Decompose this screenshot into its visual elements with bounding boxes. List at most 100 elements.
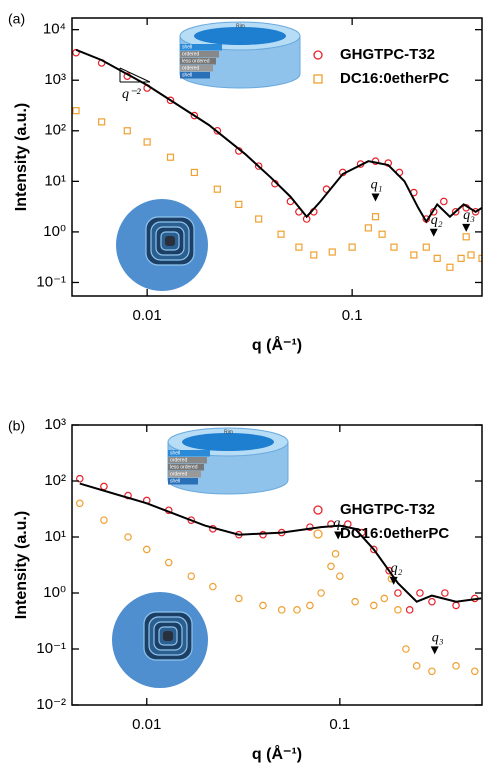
- data-point: [213, 126, 222, 135]
- y-tick-label: 10⁻¹: [36, 273, 66, 290]
- inset-layer: [180, 51, 219, 58]
- inset-label: shell: [170, 450, 180, 456]
- data-point: [235, 594, 243, 603]
- data-point: [467, 251, 475, 259]
- peak-marker: [430, 646, 439, 655]
- inset-layer: [168, 471, 201, 478]
- data-point: [331, 550, 340, 558]
- data-point: [98, 118, 106, 126]
- data-point: [327, 562, 335, 571]
- legend-label: GHGTPC-T32: [340, 46, 435, 63]
- data-point: [452, 662, 460, 670]
- inset-layer: [180, 58, 216, 65]
- data-point: [402, 645, 410, 653]
- data-point: [394, 589, 402, 597]
- data-point: [405, 606, 414, 614]
- x-tick-label: 0.01: [132, 716, 161, 733]
- inset-label: ordered: [182, 51, 199, 57]
- peak-label: q₃: [432, 631, 444, 646]
- data-point: [446, 263, 454, 271]
- panel-label: (a): [8, 11, 25, 27]
- peak-marker: [371, 193, 380, 202]
- inset-label: shell: [170, 478, 180, 484]
- inset-core: [163, 631, 173, 641]
- x-tick-label: 0.1: [342, 307, 363, 324]
- data-point: [370, 601, 378, 610]
- x-tick-label: 0.1: [329, 716, 350, 733]
- data-point: [390, 243, 398, 251]
- data-point: [478, 254, 482, 262]
- data-point: [213, 185, 221, 193]
- data-point: [317, 589, 325, 597]
- y-tick-label: 10¹: [44, 528, 66, 545]
- inset-label: shell: [182, 72, 192, 78]
- data-point: [259, 530, 267, 539]
- inset-label: Rim: [224, 429, 233, 435]
- fit-line: [75, 48, 482, 224]
- y-tick-label: 10⁻¹: [36, 640, 66, 657]
- inset-disc-core: [182, 433, 274, 451]
- data-point: [310, 251, 318, 259]
- data-point: [412, 662, 421, 670]
- data-point: [259, 601, 267, 610]
- data-point: [364, 224, 372, 232]
- peak-marker: [429, 228, 438, 237]
- inset-vesicle-shells: [145, 216, 195, 266]
- y-tick-label: 10⁰: [43, 584, 66, 601]
- inset-label: shell: [182, 44, 192, 50]
- inset-vesicle-shells: [143, 611, 193, 661]
- data-point: [451, 207, 460, 216]
- data-point: [428, 667, 436, 676]
- y-tick-label: 10⁰: [43, 223, 66, 240]
- plot-frame: [71, 424, 483, 706]
- inset-disc-core: [194, 27, 286, 45]
- data-point: [190, 168, 198, 177]
- legend-marker: [313, 529, 323, 539]
- data-point: [336, 572, 344, 580]
- data-point: [255, 215, 263, 223]
- data-point: [76, 474, 84, 483]
- data-point: [416, 589, 424, 597]
- data-point: [164, 558, 173, 567]
- data-point: [394, 606, 402, 614]
- data-point: [72, 48, 80, 57]
- legend-label: DC16:0etherPC: [340, 70, 449, 87]
- data-point: [254, 162, 263, 170]
- data-point: [452, 601, 460, 610]
- data-point: [277, 230, 285, 238]
- inset-layer: [180, 65, 213, 72]
- legend-marker: [313, 50, 323, 60]
- plot-area: [76, 474, 482, 676]
- inset-layer: [168, 464, 204, 471]
- x-axis-title: q (Å⁻¹): [252, 335, 302, 354]
- data-point: [378, 230, 386, 238]
- plot-frame: [71, 17, 483, 297]
- inset-layer: [180, 72, 210, 79]
- data-point: [166, 153, 175, 161]
- data-point: [166, 96, 175, 105]
- data-point: [72, 107, 80, 115]
- y-tick-label: 10³: [44, 71, 66, 88]
- peak-marker: [462, 223, 471, 232]
- data-point: [422, 243, 430, 251]
- data-point: [471, 207, 480, 216]
- peak-label: q₁: [333, 516, 345, 531]
- data-point: [100, 482, 108, 491]
- inset-label: ordered: [170, 457, 187, 463]
- inset-label: ordered: [170, 471, 187, 477]
- data-point: [385, 566, 393, 575]
- inset-label: less ordered: [182, 58, 210, 64]
- data-point: [462, 233, 470, 241]
- data-point: [124, 533, 132, 541]
- data-point: [440, 197, 448, 206]
- data-point: [187, 572, 196, 580]
- data-point: [123, 127, 131, 135]
- peak-marker: [389, 576, 398, 585]
- data-point: [306, 601, 314, 610]
- slope-label: q⁻²: [122, 87, 141, 102]
- data-point: [433, 254, 441, 262]
